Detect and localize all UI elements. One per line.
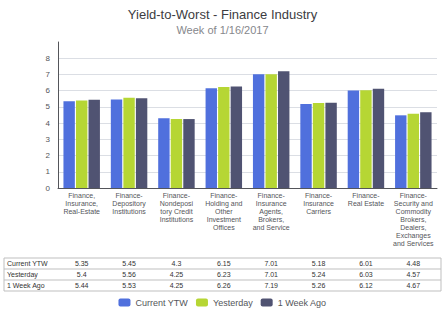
svg-text:Institutions: Institutions bbox=[112, 208, 146, 215]
svg-text:5.24: 5.24 bbox=[312, 271, 326, 278]
svg-text:7: 7 bbox=[46, 70, 51, 79]
svg-text:tory Credit: tory Credit bbox=[160, 208, 192, 216]
svg-text:4.67: 4.67 bbox=[407, 282, 421, 289]
svg-text:4.48: 4.48 bbox=[407, 260, 421, 267]
svg-text:5.45: 5.45 bbox=[122, 260, 136, 267]
svg-text:5.26: 5.26 bbox=[312, 282, 326, 289]
svg-text:Institutions: Institutions bbox=[160, 216, 194, 223]
svg-text:Exchanges: Exchanges bbox=[396, 232, 431, 240]
svg-text:8: 8 bbox=[46, 54, 51, 63]
svg-text:6.12: 6.12 bbox=[359, 282, 373, 289]
svg-text:Finance-: Finance- bbox=[258, 192, 286, 199]
svg-text:Finance-: Finance- bbox=[163, 192, 191, 199]
svg-text:4.3: 4.3 bbox=[172, 260, 182, 267]
svg-text:Finance-: Finance- bbox=[352, 192, 380, 199]
svg-text:5.44: 5.44 bbox=[75, 282, 89, 289]
svg-text:Holding and: Holding and bbox=[205, 200, 242, 208]
svg-text:Carriers: Carriers bbox=[306, 208, 331, 215]
svg-text:5.18: 5.18 bbox=[312, 260, 326, 267]
svg-text:and Service: and Service bbox=[253, 224, 290, 231]
svg-text:6.23: 6.23 bbox=[217, 271, 231, 278]
svg-text:Agents,: Agents, bbox=[259, 208, 283, 216]
svg-text:Dealers,: Dealers, bbox=[400, 224, 426, 231]
svg-text:1 Week Ago: 1 Week Ago bbox=[278, 298, 326, 308]
svg-text:6.26: 6.26 bbox=[217, 282, 231, 289]
svg-text:Security and: Security and bbox=[394, 200, 433, 208]
svg-text:4.25: 4.25 bbox=[170, 271, 184, 278]
svg-text:1 Week Ago: 1 Week Ago bbox=[7, 282, 45, 290]
svg-text:4.25: 4.25 bbox=[170, 282, 184, 289]
svg-text:and Services: and Services bbox=[393, 240, 434, 247]
svg-text:Depository: Depository bbox=[112, 200, 146, 208]
svg-text:Offices: Offices bbox=[213, 224, 235, 231]
svg-text:5.53: 5.53 bbox=[122, 282, 136, 289]
svg-text:Yesterday: Yesterday bbox=[213, 298, 253, 308]
svg-text:Other: Other bbox=[215, 208, 233, 215]
svg-text:1: 1 bbox=[46, 167, 51, 176]
svg-text:Yield-to-Worst - Finance Indus: Yield-to-Worst - Finance Industry bbox=[128, 7, 318, 22]
svg-text:Finance,: Finance, bbox=[68, 192, 95, 199]
svg-text:4.57: 4.57 bbox=[407, 271, 421, 278]
svg-text:3: 3 bbox=[46, 135, 51, 144]
svg-text:7.01: 7.01 bbox=[264, 260, 278, 267]
svg-text:5.35: 5.35 bbox=[75, 260, 89, 267]
svg-text:Week of 1/16/2017: Week of 1/16/2017 bbox=[176, 24, 268, 36]
svg-text:2: 2 bbox=[46, 151, 51, 160]
svg-text:7.01: 7.01 bbox=[264, 271, 278, 278]
svg-text:6: 6 bbox=[46, 86, 51, 95]
svg-text:Finance-: Finance- bbox=[400, 192, 428, 199]
svg-text:6.15: 6.15 bbox=[217, 260, 231, 267]
svg-text:Investment: Investment bbox=[207, 216, 241, 223]
svg-text:Yesterday: Yesterday bbox=[7, 271, 38, 279]
svg-text:Nondeposi: Nondeposi bbox=[160, 200, 194, 208]
svg-text:5.56: 5.56 bbox=[122, 271, 136, 278]
svg-text:Real Estate: Real Estate bbox=[348, 200, 384, 207]
svg-text:6.03: 6.03 bbox=[359, 271, 373, 278]
svg-text:Commodity: Commodity bbox=[396, 208, 432, 216]
svg-text:4: 4 bbox=[46, 119, 51, 128]
svg-text:Real-Estate: Real-Estate bbox=[63, 208, 100, 215]
svg-text:6.01: 6.01 bbox=[359, 260, 373, 267]
svg-text:Insurance,: Insurance, bbox=[65, 200, 98, 207]
svg-text:Brokers,: Brokers, bbox=[400, 216, 426, 223]
svg-text:Insurance: Insurance bbox=[303, 200, 334, 207]
svg-text:7.19: 7.19 bbox=[264, 282, 278, 289]
svg-text:Current YTW: Current YTW bbox=[135, 298, 188, 308]
svg-text:Current YTW: Current YTW bbox=[7, 260, 48, 267]
svg-text:0: 0 bbox=[46, 184, 51, 193]
svg-text:Finance-: Finance- bbox=[305, 192, 333, 199]
svg-text:Brokers,: Brokers, bbox=[258, 216, 284, 223]
svg-text:5.4: 5.4 bbox=[77, 271, 87, 278]
svg-text:5: 5 bbox=[46, 102, 51, 111]
svg-text:Finance-: Finance- bbox=[115, 192, 143, 199]
svg-text:Finance-: Finance- bbox=[210, 192, 238, 199]
svg-text:Insurance: Insurance bbox=[256, 200, 287, 207]
